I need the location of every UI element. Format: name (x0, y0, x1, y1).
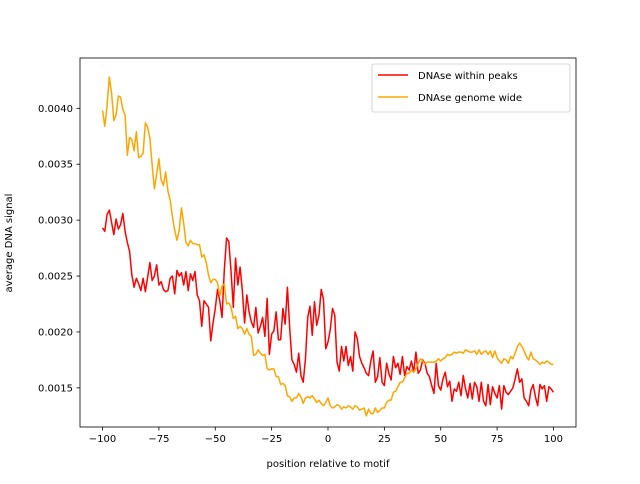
x-tick-label: 75 (491, 434, 504, 445)
legend: DNAse within peaks DNAse genome wide (371, 63, 571, 113)
y-tick-label: 0.0030 (38, 216, 73, 227)
x-tick-label: −100 (89, 434, 116, 445)
x-tick-label: 50 (434, 434, 447, 445)
y-tick-label: 0.0035 (38, 160, 73, 171)
y-tick-label: 0.0015 (38, 383, 73, 394)
series-line-1 (101, 76, 554, 417)
plot-lines (101, 76, 555, 417)
legend-label-within-peaks: DNAse within peaks (418, 71, 518, 82)
series-line-0 (101, 209, 555, 410)
y-axis: 0.0015 0.0020 0.0025 0.0030 0.0035 0.0040 (38, 104, 80, 394)
x-tick-label: 25 (378, 434, 391, 445)
x-tick-label: −50 (205, 434, 226, 445)
x-tick-label: 100 (544, 434, 563, 445)
x-axis-label: position relative to motif (267, 459, 390, 470)
legend-box (371, 63, 571, 113)
y-tick-label: 0.0025 (38, 272, 73, 283)
y-tick-label: 0.0040 (38, 104, 73, 115)
y-tick-label: 0.0020 (38, 327, 73, 338)
x-tick-label: 0 (325, 434, 331, 445)
x-tick-label: −75 (148, 434, 169, 445)
legend-label-genome-wide: DNAse genome wide (418, 93, 522, 104)
x-tick-label: −25 (261, 434, 282, 445)
x-axis: −100 −75 −50 −25 0 25 50 75 100 (89, 427, 563, 445)
y-axis-label: average DNA signal (4, 194, 15, 293)
